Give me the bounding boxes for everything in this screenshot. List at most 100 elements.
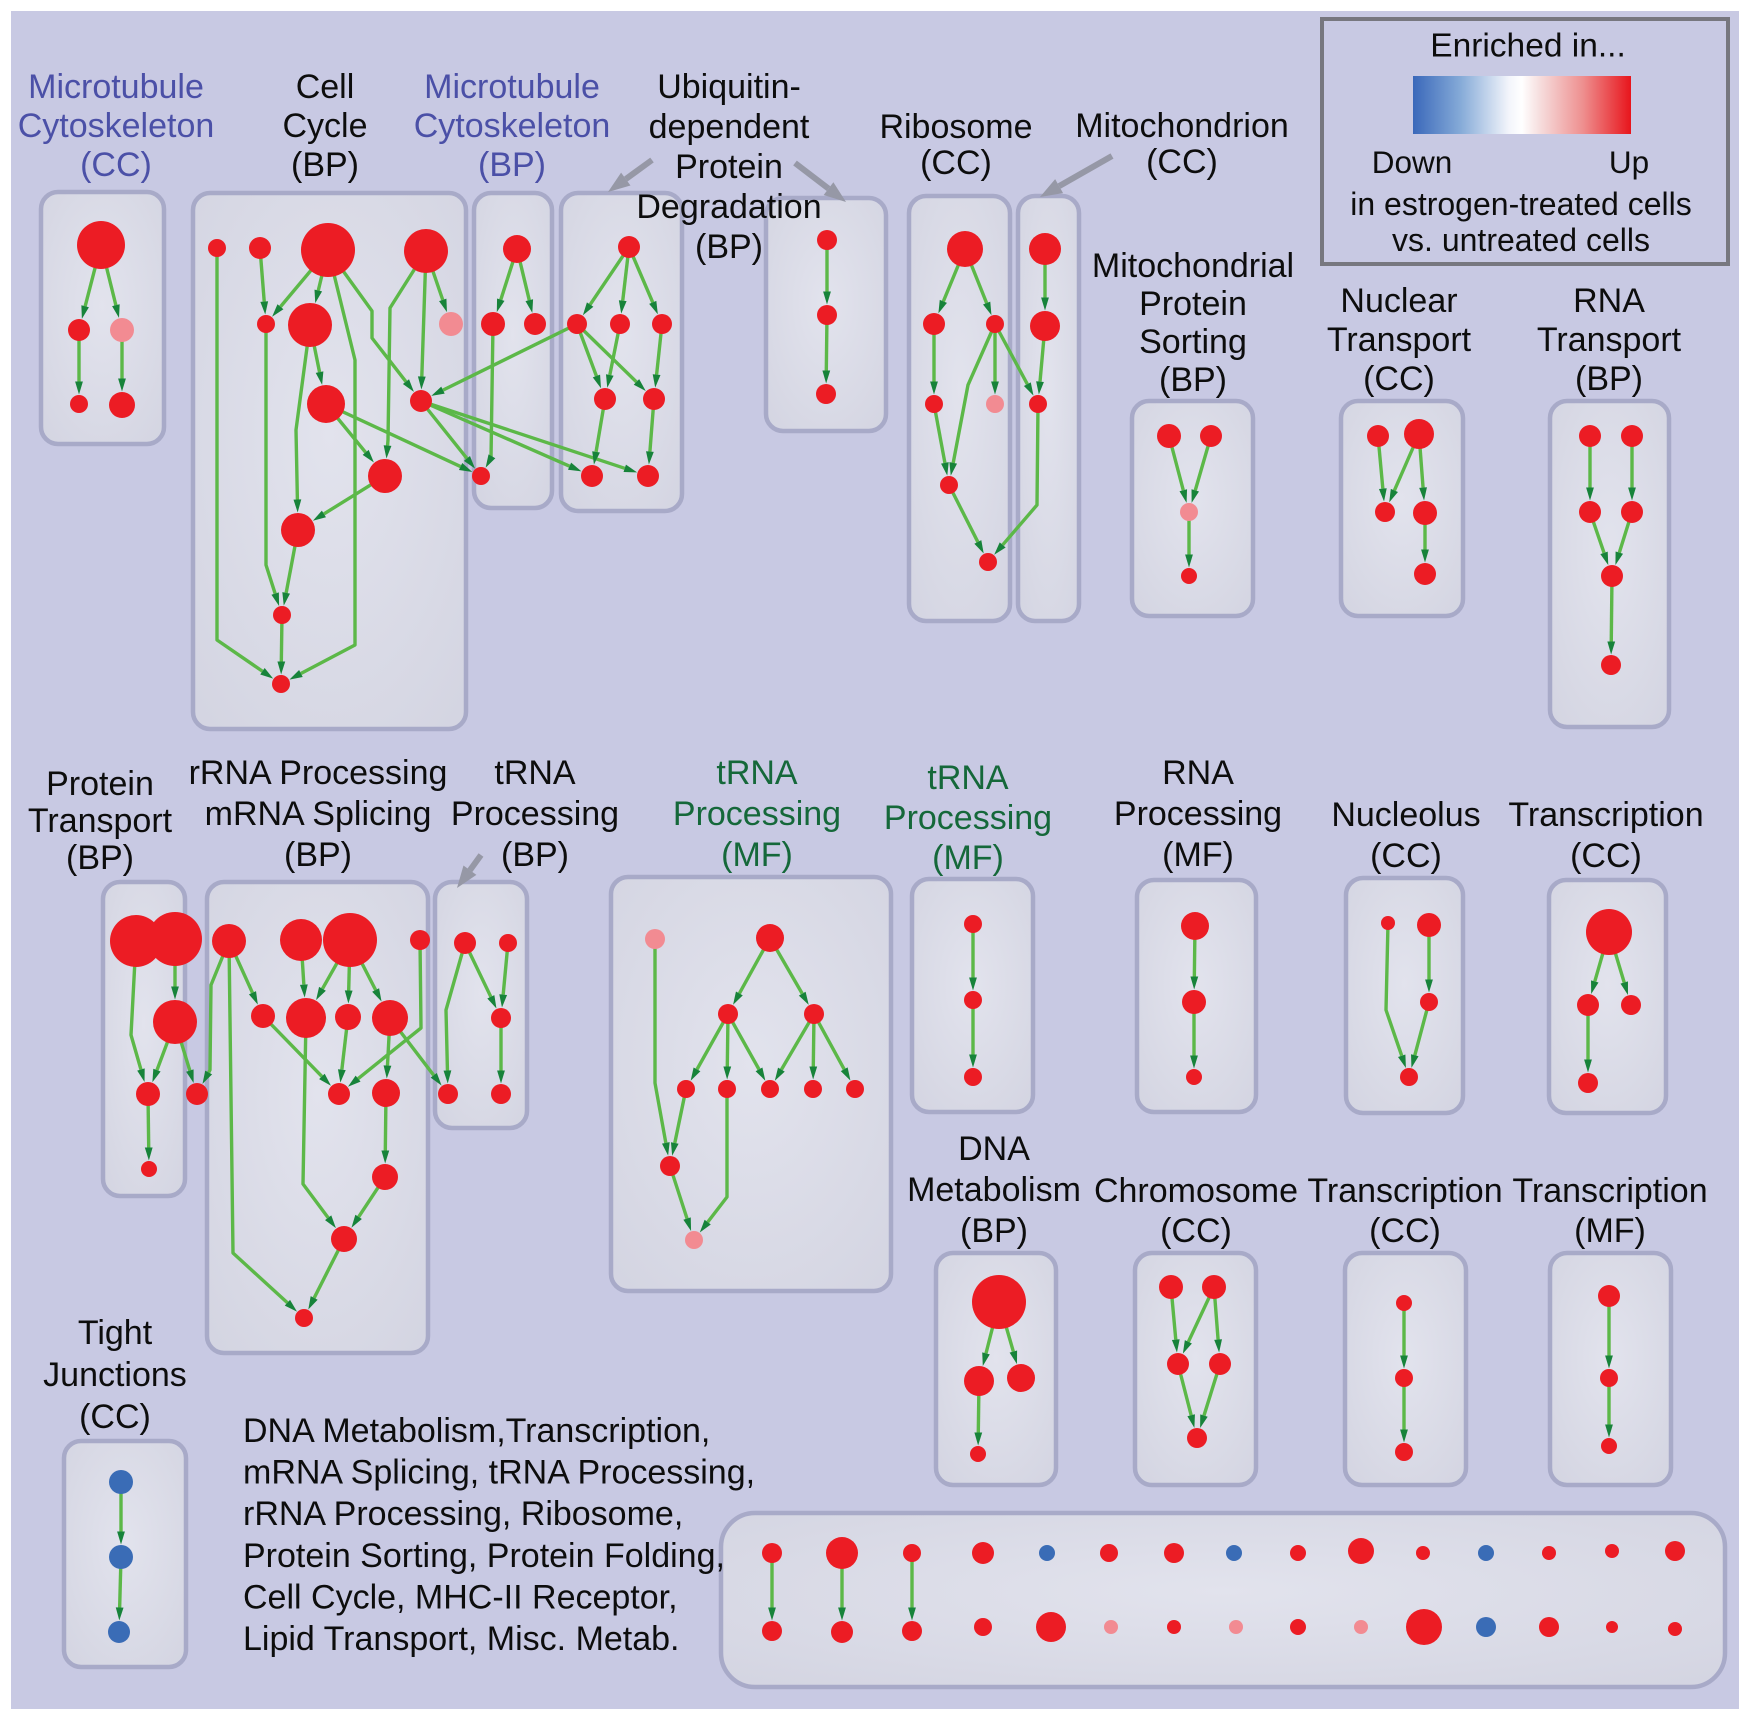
go-term-node-y3: [1395, 1443, 1413, 1461]
arrowhead-n4-n5: [1421, 549, 1429, 563]
edge-c8-m4: [325, 402, 462, 469]
cluster-label-ribosome-line2: (CC): [920, 144, 992, 182]
go-term-node-q5: [251, 1004, 275, 1028]
edge-q6-q12: [301, 1017, 330, 1219]
go-term-node-n3: [1375, 502, 1395, 522]
cluster-label-microtubule-bp-line2: Cytoskeleton: [414, 107, 611, 145]
arrowhead-s03a-s03b: [908, 1607, 916, 1621]
go-term-node-u6: [643, 388, 665, 410]
go-term-node-q7: [335, 1004, 361, 1030]
go-term-node-a2: [68, 319, 90, 341]
arrowhead-c8-c10: [362, 449, 374, 463]
go-term-node-z1: [1598, 1285, 1620, 1307]
edge-u2-c9: [442, 322, 578, 392]
go-term-node-x2: [1202, 1275, 1226, 1299]
go-term-node-h2: [964, 991, 982, 1009]
arrowhead-r1-r2: [938, 299, 947, 314]
misc-clusters-text-line3: rRNA Processing, Ribosome,: [243, 1495, 683, 1533]
arrowhead-x3-x5: [1187, 1414, 1195, 1428]
go-term-node-m2: [481, 312, 505, 336]
go-term-node-t1: [1029, 233, 1061, 265]
arrowhead-u4-u6: [652, 374, 661, 388]
go-term-node-p4: [136, 1082, 160, 1106]
go-term-node-n5: [1414, 563, 1436, 585]
go-term-node-s04a: [972, 1542, 994, 1564]
cluster-label-nuclear-transport-line3: (CC): [1363, 360, 1435, 398]
arrowhead-c3-c5: [272, 304, 284, 317]
go-term-node-g6: [718, 1080, 736, 1098]
go-term-node-s12a: [1478, 1545, 1494, 1561]
cluster-label-microtubule-cc-line3: (CC): [80, 146, 152, 184]
go-term-node-o4: [1621, 501, 1643, 523]
arrowhead-c12-c13: [277, 661, 286, 675]
go-term-node-a4: [70, 395, 88, 413]
cluster-label-trna-bp-line3: (BP): [501, 836, 569, 874]
arrowhead-v2-v3: [822, 370, 831, 384]
arrowhead-c6-c8: [315, 371, 324, 385]
go-term-node-s15a: [1665, 1541, 1685, 1561]
go-term-node-s06a: [1100, 1544, 1118, 1562]
edge-g1-g10: [653, 939, 668, 1144]
go-term-node-u2: [567, 314, 587, 334]
cluster-box-transcription-cc2: [1342, 1250, 1469, 1488]
go-term-node-s11a: [1416, 1546, 1430, 1560]
cluster-label-transcription-mf-line1: Transcription: [1512, 1172, 1707, 1210]
go-term-node-q6: [286, 998, 326, 1038]
go-term-node-c5: [257, 315, 275, 333]
arrowhead-g4-g7: [774, 1067, 785, 1081]
arrowhead-g10-g11: [683, 1217, 692, 1231]
go-term-node-c6: [288, 303, 332, 347]
arrowhead-c9-u7: [567, 462, 582, 472]
arrowhead-c9-u8: [623, 464, 638, 473]
arrowhead-u6-u8: [646, 451, 654, 465]
edge-r3-t3: [993, 323, 1029, 385]
go-term-node-w5: [491, 1084, 511, 1104]
arrowhead-n2-n3: [1389, 488, 1398, 503]
gray-arrow-ubiquitin-to-right-box: [793, 160, 831, 192]
arrowhead-j1-j2: [117, 1531, 125, 1545]
arrowhead-z2-z3: [1605, 1424, 1613, 1438]
go-term-node-w4: [438, 1084, 458, 1104]
go-term-node-p1: [110, 915, 162, 967]
arrowhead-m1-m3: [525, 299, 534, 313]
go-term-node-q11: [372, 1164, 398, 1190]
gray-arrowhead-ubiquitin-to-left-box: [608, 172, 631, 192]
arrowhead-a2-a4: [75, 381, 83, 395]
edge-q5-q9: [261, 1014, 324, 1078]
misc-clusters-text-line1: DNA Metabolism,Transcription,: [243, 1412, 710, 1450]
go-term-node-s01b: [762, 1621, 782, 1641]
arrowhead-c4-c9: [417, 376, 426, 390]
arrowhead-q3-q7: [344, 990, 353, 1004]
arrowhead-o4-o5: [1615, 551, 1624, 566]
arrowhead-c3-c13: [289, 670, 303, 680]
cluster-label-protein-transport-line1: Protein: [46, 765, 154, 803]
go-term-node-g2: [756, 924, 784, 952]
arrowhead-q2-q6: [299, 984, 308, 998]
arrowhead-g1-g10: [661, 1142, 670, 1156]
go-term-node-z2: [1600, 1369, 1618, 1387]
edge-c4-c10: [385, 250, 428, 446]
arrowhead-o2-o4: [1628, 487, 1636, 501]
arrowhead-s01a-s01b: [768, 1607, 776, 1621]
cluster-label-microtubule-cc-line2: Cytoskeleton: [18, 107, 215, 145]
arrowhead-h1-h2: [969, 977, 977, 991]
cluster-label-chromosome-line1: Chromosome: [1094, 1172, 1298, 1210]
go-term-node-s04b: [974, 1618, 992, 1636]
cluster-label-transcription-cc1-line1: Transcription: [1508, 796, 1703, 834]
cluster-label-rna-transport-line3: (BP): [1575, 360, 1643, 398]
arrowhead-g3-g6: [723, 1066, 732, 1080]
arrowhead-r1-r3: [983, 301, 992, 316]
cluster-label-trna-mf-small-line1: tRNA: [927, 759, 1009, 797]
go-term-node-c11: [281, 513, 315, 547]
cluster-box-nucleolus: [1343, 875, 1466, 1116]
labels-layer: MicrotubuleCytoskeleton(CC)CellCycle(BP)…: [18, 68, 1708, 1658]
cluster-label-rna-processing-line3: (MF): [1162, 836, 1234, 874]
arrowhead-r3-t3: [1023, 382, 1034, 396]
go-term-node-w3: [491, 1008, 511, 1028]
go-term-node-p2: [148, 912, 202, 966]
arrowhead-m1-m2: [496, 298, 505, 313]
go-term-node-g10: [660, 1156, 680, 1176]
arrowhead-d1-d3: [1009, 1350, 1018, 1365]
arrowhead-q11-q12: [351, 1214, 362, 1228]
cluster-label-tight-junctions-line3: (CC): [79, 1398, 151, 1436]
